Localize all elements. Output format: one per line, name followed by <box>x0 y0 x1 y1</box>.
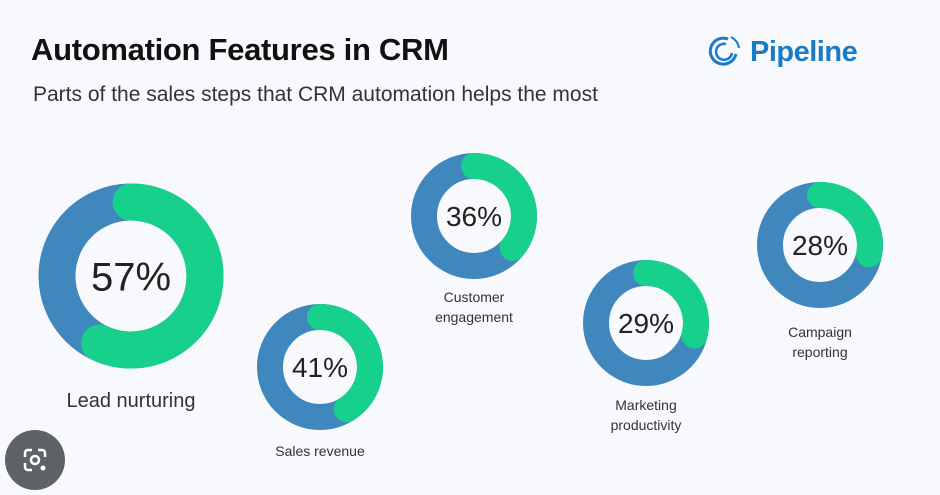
donut-chart: 57% Lead nurturing 41% Sales revenue 36% Cust… <box>38 153 883 459</box>
donut-value-arc <box>807 182 883 268</box>
donut-category-label: productivity <box>611 417 682 433</box>
donut-value-arc <box>307 304 383 423</box>
donut-category-label: Sales revenue <box>275 443 365 459</box>
page-title: Automation Features in CRM <box>31 32 449 67</box>
donut-lead-nurturing: 57% Lead nurturing <box>38 183 224 412</box>
donut-customer-engagement: 36% Customer engagement <box>411 153 537 325</box>
donut-percent-label: 28% <box>792 230 848 261</box>
lens-search-button[interactable] <box>5 430 65 490</box>
donut-category-label: Customer <box>444 289 505 305</box>
donut-marketing-productivity: 29% Marketing productivity <box>583 260 709 433</box>
donut-category-label: Marketing <box>615 397 676 413</box>
donut-campaign-reporting: 28% Campaign reporting <box>757 182 883 360</box>
donut-value-arc <box>461 153 537 261</box>
pipeline-swirl-icon <box>708 36 740 66</box>
donut-percent-label: 57% <box>91 255 171 299</box>
donut-category-label: Lead nurturing <box>67 390 196 412</box>
page-subtitle: Parts of the sales steps that CRM automa… <box>33 83 598 106</box>
donut-percent-label: 36% <box>446 201 502 232</box>
camera-lens-icon <box>23 448 47 472</box>
donut-category-label: reporting <box>792 344 847 360</box>
donut-category-label: engagement <box>435 309 513 325</box>
logo-text: Pipeline <box>750 35 858 68</box>
donut-category-label: Campaign <box>788 324 852 340</box>
donut-value-arc <box>80 183 224 369</box>
pipeline-logo: Pipeline <box>706 34 858 70</box>
donut-percent-label: 41% <box>292 352 348 383</box>
donut-sales-revenue: 41% Sales revenue <box>257 304 383 459</box>
donut-percent-label: 29% <box>618 308 674 339</box>
donut-value-arc <box>633 260 709 349</box>
